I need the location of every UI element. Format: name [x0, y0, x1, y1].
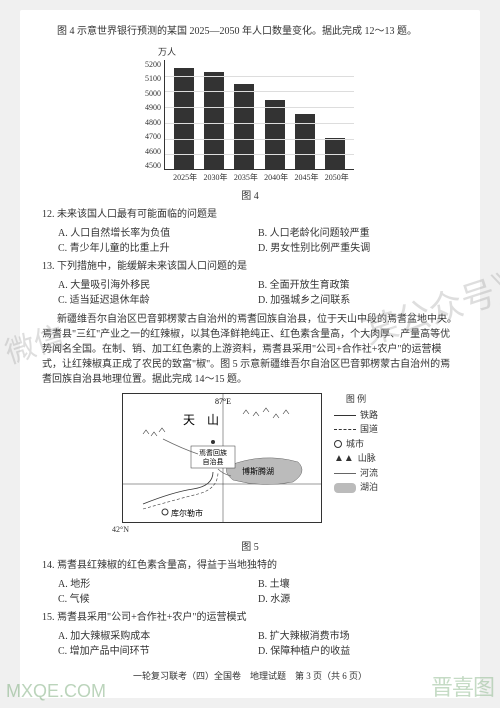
q14-opt-d[interactable]: D. 水源 — [258, 592, 458, 607]
bar — [234, 84, 254, 169]
fig5-caption: 图 5 — [42, 538, 458, 553]
bar — [325, 138, 345, 169]
q14-opt-a[interactable]: A. 地形 — [58, 577, 258, 592]
q13-opt-d[interactable]: D. 加强城乡之间联系 — [258, 293, 458, 308]
passage-text: 新疆维吾尔自治区巴音郭楞蒙古自治州的焉耆回族自治县，位于天山中段的焉耆盆地中央。… — [42, 312, 458, 387]
rail-icon — [334, 415, 356, 416]
x-ticks: 2025年 2030年 2035年 2040年 2045年 2050年 — [164, 170, 354, 183]
map-svg: 87°E 天 山 博斯腾湖 焉耆回族 自治县 库尔勒市 — [122, 393, 322, 523]
q14-options: A. 地形 B. 土壤 C. 气候 D. 水源 — [58, 577, 458, 607]
lake-icon — [334, 483, 356, 493]
map-legend: 图 例 铁路 国道 城市 ▲▲山脉 河流 湖泊 — [334, 393, 378, 523]
q15-options: A. 加大辣椒采购成本 B. 扩大辣椒消费市场 C. 增加产品中间环节 D. 保… — [58, 629, 458, 659]
q12-opt-d[interactable]: D. 男女性别比例严重失调 — [258, 241, 458, 256]
q12-stem: 12. 未来该国人口最有可能面临的问题是 — [42, 208, 458, 222]
yaxis-label: 万人 — [158, 45, 360, 58]
page-footer: 一轮复习联考（四）全国卷 地理试题 第 3 页（共 6 页） — [42, 669, 458, 682]
q13-opt-c[interactable]: C. 适当延迟退休年龄 — [58, 293, 258, 308]
q14-stem: 14. 焉耆县红辣椒的红色素含量高，得益于当地独特的 — [42, 559, 458, 573]
county-label-2: 自治县 — [202, 457, 223, 466]
q15-opt-a[interactable]: A. 加大辣椒采购成本 — [58, 629, 258, 644]
q12-opt-b[interactable]: B. 人口老龄化问题较严重 — [258, 226, 458, 241]
q15-opt-d[interactable]: D. 保障种植户的收益 — [258, 644, 458, 659]
q12-opt-c[interactable]: C. 青少年儿童的比重上升 — [58, 241, 258, 256]
q14-opt-c[interactable]: C. 气候 — [58, 592, 258, 607]
lat-label: 42°N — [112, 525, 458, 534]
city-label: 库尔勒市 — [171, 508, 203, 518]
q13-stem: 13. 下列措施中，能缓解未来该国人口问题的是 — [42, 260, 458, 274]
population-chart: 万人 5200 5100 5000 4900 4800 4700 4600 45… — [140, 45, 360, 183]
q13-options: A. 大量吸引海外移民 B. 全面开放生育政策 C. 适当延迟退休年龄 D. 加… — [58, 278, 458, 308]
county-label-1: 焉耆回族 — [199, 448, 227, 457]
road-icon — [334, 429, 356, 430]
peak-icon: ▲▲ — [334, 454, 354, 464]
city-icon — [334, 440, 342, 448]
lake-label: 博斯腾湖 — [242, 466, 274, 476]
q12-options: A. 人口自然增长率为负值 B. 人口老龄化问题较严重 C. 青少年儿童的比重上… — [58, 226, 458, 256]
q15-opt-b[interactable]: B. 扩大辣椒消费市场 — [258, 629, 458, 644]
map-wrap: 87°E 天 山 博斯腾湖 焉耆回族 自治县 库尔勒市 图 例 铁路 — [42, 393, 458, 523]
bar — [265, 100, 285, 169]
intro-text: 图 4 示意世界银行预测的某国 2025—2050 年人口数量变化。据此完成 1… — [42, 24, 458, 39]
mountain-label: 天 山 — [183, 413, 219, 427]
county-dot — [211, 440, 215, 444]
fig4-caption: 图 4 — [42, 187, 458, 202]
exam-page: 图 4 示意世界银行预测的某国 2025—2050 年人口数量变化。据此完成 1… — [20, 10, 480, 698]
q15-opt-c[interactable]: C. 增加产品中间环节 — [58, 644, 258, 659]
q15-stem: 15. 焉耆县采用"公司+合作社+农户"的运营模式 — [42, 611, 458, 625]
q13-opt-a[interactable]: A. 大量吸引海外移民 — [58, 278, 258, 293]
lon-label: 87°E — [215, 397, 231, 406]
q12-opt-a[interactable]: A. 人口自然增长率为负值 — [58, 226, 258, 241]
river-icon — [334, 473, 356, 474]
q13-opt-b[interactable]: B. 全面开放生育政策 — [258, 278, 458, 293]
city-marker — [162, 509, 168, 515]
legend-title: 图 例 — [334, 393, 378, 407]
q14-opt-b[interactable]: B. 土壤 — [258, 577, 458, 592]
y-ticks: 5200 5100 5000 4900 4800 4700 4600 4500 — [140, 60, 164, 170]
chart-plot — [164, 60, 354, 170]
